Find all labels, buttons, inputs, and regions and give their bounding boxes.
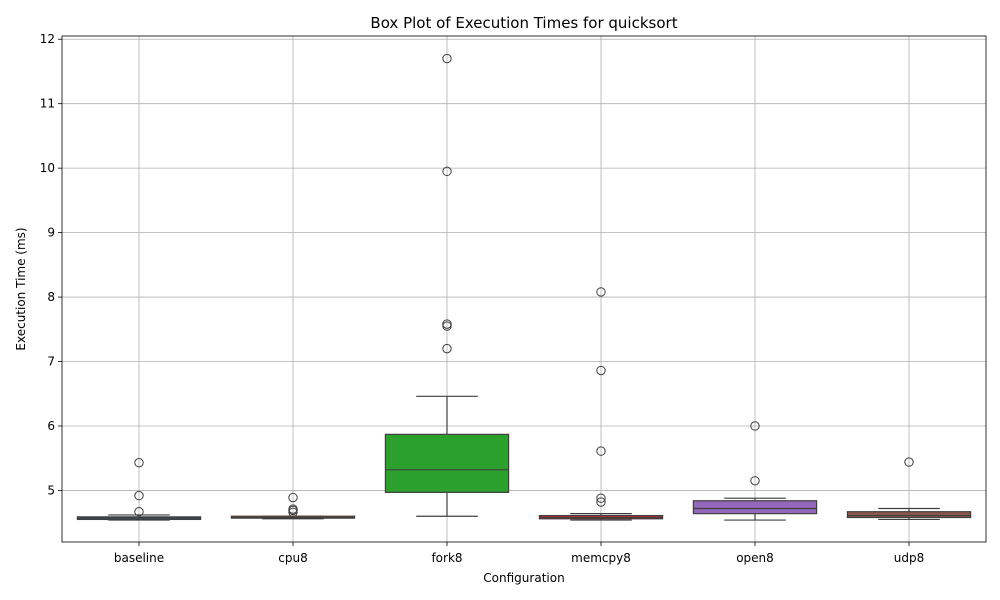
outlier-point: [750, 476, 760, 486]
outlier-point: [288, 507, 298, 518]
box-iqr: [846, 511, 972, 519]
box-group-cpu8: [230, 492, 356, 520]
outlier-point: [596, 446, 606, 456]
box-group-fork8: [384, 53, 510, 517]
outlier-point: [134, 458, 144, 468]
y-tick-label: 12: [40, 32, 55, 46]
outlier-point: [904, 457, 914, 467]
outlier-point: [442, 321, 452, 331]
outlier-point: [134, 490, 144, 501]
outlier-point: [750, 421, 760, 431]
y-tick-label: 10: [40, 161, 55, 175]
y-tick-label: 7: [47, 355, 55, 369]
grid-lines: [62, 36, 986, 542]
x-tick-label: fork8: [431, 551, 462, 565]
outlier-point: [596, 365, 606, 376]
outlier-point: [288, 492, 298, 503]
plot-area-frame: [61, 35, 987, 543]
y-axis-label: Execution Time (ms): [14, 227, 28, 350]
outlier-point: [596, 287, 606, 297]
box-group-udp8: [846, 457, 972, 521]
outlier-point: [134, 507, 144, 517]
outlier-point: [596, 493, 606, 503]
x-tick-label: baseline: [114, 551, 164, 565]
chart-title: Box Plot of Execution Times for quicksor…: [370, 14, 677, 32]
outlier-point: [442, 53, 452, 64]
y-axis-ticks: 5 6 7 8 9 10 11 12: [40, 32, 62, 497]
box-iqr: [692, 500, 818, 515]
outlier-point: [596, 497, 606, 507]
y-tick-label: 5: [47, 483, 55, 497]
x-tick-label: udp8: [894, 551, 924, 565]
y-tick-label: 8: [47, 290, 55, 304]
y-tick-label: 9: [47, 226, 55, 240]
x-tick-label: cpu8: [278, 551, 307, 565]
outlier-point: [442, 166, 452, 177]
boxes-layer: [76, 53, 972, 521]
box-iqr: [384, 433, 510, 493]
box-group-memcpy8: [538, 287, 664, 521]
x-axis-label: Configuration: [483, 571, 564, 585]
box-group-baseline: [76, 458, 202, 521]
y-tick-label: 6: [47, 419, 55, 433]
y-tick-label: 11: [40, 97, 55, 111]
x-tick-label: memcpy8: [571, 551, 631, 565]
x-axis-ticks: baseline cpu8 fork8 memcpy8 open8 udp8: [114, 542, 924, 565]
box-group-open8: [692, 421, 818, 521]
x-tick-label: open8: [736, 551, 774, 565]
outlier-point: [442, 343, 452, 354]
